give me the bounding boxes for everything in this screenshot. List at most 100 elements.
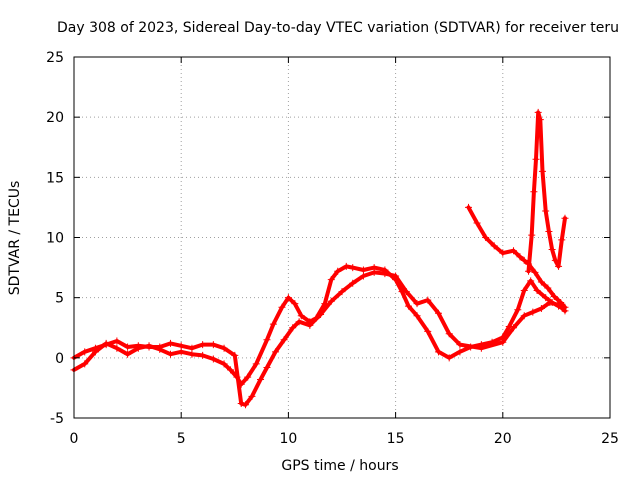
data-point <box>209 341 217 349</box>
data-point <box>145 343 153 351</box>
series-band <box>526 110 567 274</box>
data-point <box>533 286 541 294</box>
data-point <box>531 268 539 276</box>
data-point <box>520 256 528 264</box>
series-band <box>72 264 565 387</box>
data-point <box>445 330 453 338</box>
data-point <box>490 242 498 250</box>
x-axis-label: GPS time / hours <box>281 458 398 474</box>
series-track-B <box>70 268 569 409</box>
data-point <box>359 266 367 274</box>
data-point <box>81 348 89 356</box>
data-point <box>464 203 472 211</box>
y-axis-label: SDTVAR / TECUs <box>7 181 23 296</box>
data-point <box>248 392 256 400</box>
data-point <box>177 342 185 350</box>
data-point <box>473 219 481 227</box>
data-point <box>220 360 228 368</box>
data-point <box>546 298 554 306</box>
data-point <box>280 336 288 344</box>
data-point <box>477 344 485 352</box>
data-point <box>482 234 490 241</box>
data-point <box>199 341 207 349</box>
data-point <box>520 286 528 294</box>
data-point <box>558 236 566 244</box>
data-point <box>199 351 207 359</box>
data-point <box>529 308 537 316</box>
data-point <box>413 300 421 308</box>
data-point <box>538 167 546 175</box>
data-point <box>244 373 252 381</box>
y-tick-label: 20 <box>46 110 64 126</box>
data-point <box>557 298 565 306</box>
data-point <box>370 268 378 276</box>
data-point <box>220 344 228 352</box>
data-point <box>349 279 357 287</box>
data-point <box>166 339 174 347</box>
x-tick-label: 20 <box>494 431 512 447</box>
data-point <box>381 270 389 278</box>
data-point <box>334 267 342 275</box>
data-point <box>424 327 432 335</box>
data-layer <box>70 108 569 409</box>
data-point <box>166 350 174 358</box>
series-track-C <box>464 203 569 311</box>
data-point <box>124 350 132 358</box>
data-point <box>561 303 569 311</box>
data-point <box>263 363 271 371</box>
data-point <box>542 294 550 302</box>
data-point <box>272 348 280 356</box>
data-point <box>134 342 142 350</box>
data-point <box>188 344 196 352</box>
x-tick-label: 10 <box>279 431 297 447</box>
data-point <box>434 348 442 356</box>
data-point <box>124 343 132 351</box>
data-point <box>537 278 545 286</box>
x-tick-label: 15 <box>387 431 405 447</box>
data-point <box>499 338 507 346</box>
data-point <box>445 354 453 362</box>
data-point <box>113 337 121 345</box>
data-point <box>434 309 442 317</box>
data-point <box>188 350 196 358</box>
data-point <box>505 323 513 331</box>
data-point <box>252 360 260 368</box>
data-point <box>306 321 314 329</box>
y-tick-label: 5 <box>55 291 64 307</box>
data-point <box>542 207 550 215</box>
data-point <box>510 324 518 332</box>
data-point <box>516 253 524 261</box>
data-point <box>327 276 335 284</box>
data-point <box>278 303 286 311</box>
data-point <box>514 306 522 314</box>
data-point <box>404 302 412 310</box>
data-point <box>550 292 558 300</box>
data-point <box>231 351 239 359</box>
data-point <box>227 366 235 374</box>
data-point <box>548 246 556 254</box>
data-point <box>291 300 299 308</box>
data-point <box>257 375 265 383</box>
data-point <box>520 312 528 320</box>
data-point <box>342 262 350 270</box>
y-tick-label: 25 <box>46 50 64 66</box>
y-tick-label: -5 <box>50 411 64 427</box>
data-point <box>545 227 553 235</box>
data-point <box>510 247 518 255</box>
data-point <box>177 348 185 356</box>
data-point <box>561 214 569 222</box>
data-point <box>289 324 297 332</box>
data-point <box>359 272 367 280</box>
data-point <box>537 304 545 312</box>
series-band <box>466 205 567 310</box>
data-point <box>284 294 292 302</box>
x-tick-label: 5 <box>177 431 186 447</box>
chart-title: Day 308 of 2023, Sidereal Day-to-day VTE… <box>57 20 619 36</box>
grid <box>74 57 610 418</box>
data-point <box>269 320 277 328</box>
data-point <box>81 360 89 368</box>
data-point <box>338 288 346 296</box>
x-tick-label: 25 <box>601 431 619 447</box>
data-point <box>297 312 305 320</box>
